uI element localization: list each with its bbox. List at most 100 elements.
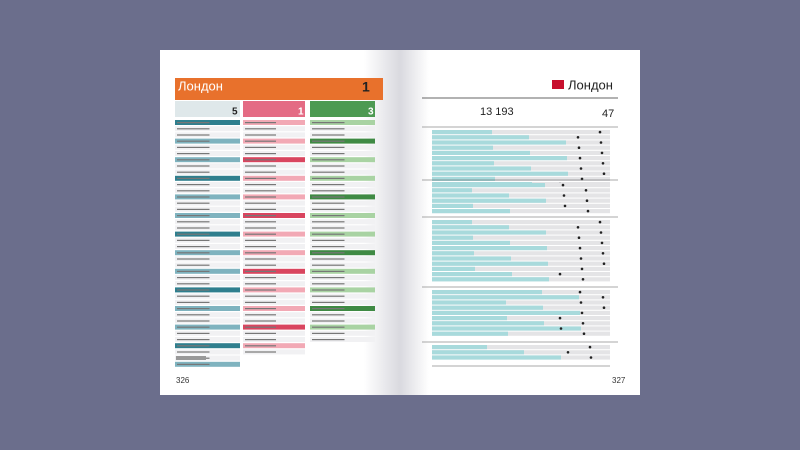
row-text [245, 295, 276, 297]
row-text [177, 239, 210, 241]
row-text [312, 283, 345, 285]
dot [585, 199, 589, 202]
row-text [245, 239, 276, 241]
bar [432, 240, 510, 245]
row-text [177, 314, 210, 316]
dot [561, 183, 565, 187]
row-text [245, 252, 276, 254]
row-text [312, 295, 345, 297]
bar [432, 345, 487, 350]
dot [581, 322, 585, 325]
row-text [312, 134, 345, 136]
row-text [177, 233, 210, 235]
bar [432, 256, 511, 261]
dot [576, 136, 580, 139]
bar [432, 135, 529, 140]
city-name: Лондон [178, 78, 223, 93]
row-text [177, 177, 210, 179]
row-text [245, 190, 276, 192]
row-text [245, 246, 276, 248]
row-text [177, 252, 210, 254]
dot [584, 189, 588, 192]
row-text [245, 308, 276, 310]
dot [578, 156, 582, 160]
row-text [177, 171, 210, 173]
bar [432, 198, 546, 203]
bar [432, 310, 580, 315]
row-text [312, 277, 345, 279]
dot [579, 167, 583, 170]
bar [432, 209, 510, 214]
column-rank: 3 [368, 107, 374, 118]
row-text [245, 171, 276, 173]
row-text [245, 351, 276, 353]
bar [432, 193, 509, 198]
dot [558, 272, 562, 276]
row-text [177, 301, 210, 303]
bar-bg [432, 145, 610, 150]
dot [579, 301, 583, 304]
row-text [177, 153, 210, 155]
row-text [245, 264, 276, 266]
bar-bg [432, 256, 610, 261]
dot [602, 306, 606, 310]
row-text [177, 227, 210, 229]
row-text [245, 122, 276, 124]
row-text [245, 208, 276, 210]
row-text [312, 339, 345, 341]
row-text [177, 208, 210, 210]
row-text [312, 165, 345, 167]
row-text [312, 190, 345, 192]
row-text [312, 264, 345, 266]
row-text [245, 339, 276, 341]
col-header [243, 101, 305, 117]
row-text [245, 202, 276, 204]
row-text [245, 134, 276, 136]
row-text [312, 184, 345, 186]
dot [602, 262, 606, 266]
bar-bg [432, 130, 610, 135]
bar [432, 235, 473, 240]
row-text [245, 233, 276, 235]
flag [552, 80, 564, 89]
bar-bg [432, 266, 610, 271]
dot [578, 246, 582, 250]
dot [558, 316, 562, 320]
row-text [312, 202, 345, 204]
bar [432, 321, 544, 326]
row-text [312, 239, 345, 241]
bar-bg [432, 209, 610, 214]
row-text [245, 146, 276, 148]
bar [432, 300, 506, 305]
row-text [312, 258, 345, 260]
row-text [245, 345, 276, 347]
row-text [177, 159, 210, 161]
row-text [177, 128, 210, 130]
row-text [245, 258, 276, 260]
bar-bg [432, 176, 610, 181]
row-text [177, 246, 210, 248]
bar [432, 140, 566, 145]
row-text [177, 363, 210, 365]
row-text [312, 246, 345, 248]
city-rank: 1 [362, 79, 370, 95]
row-text [312, 301, 345, 303]
column-rank: 1 [298, 107, 304, 118]
row-text [245, 277, 276, 279]
row-text [312, 233, 345, 235]
row-text [245, 184, 276, 186]
row-text [245, 177, 276, 179]
bar-bg [432, 300, 610, 305]
dot [580, 311, 584, 315]
col-header [175, 101, 240, 117]
dot [577, 146, 581, 149]
dot [578, 290, 582, 294]
row-text [177, 283, 210, 285]
bar-bg [432, 331, 610, 336]
row-text [312, 146, 345, 148]
bar [432, 230, 546, 235]
row-text [177, 345, 210, 347]
city-name: Лондон [568, 77, 613, 92]
bar [432, 246, 547, 251]
dot [600, 151, 604, 155]
